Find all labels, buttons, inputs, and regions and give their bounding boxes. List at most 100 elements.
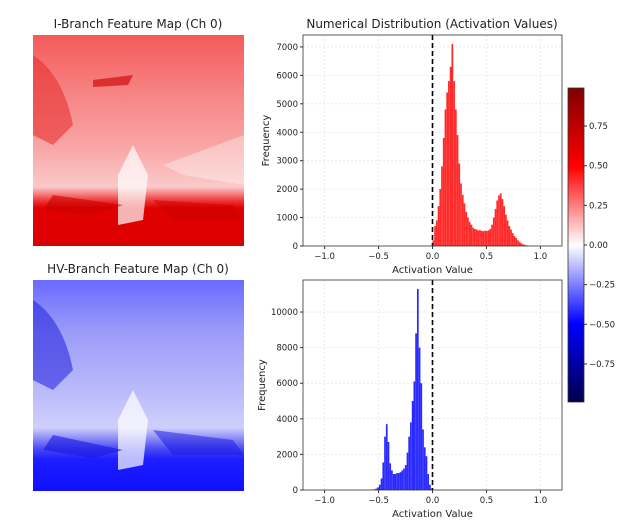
histogram-bar bbox=[484, 230, 487, 246]
histogram-bar bbox=[522, 244, 525, 246]
histogram-bar bbox=[496, 200, 499, 246]
histogram-bar bbox=[506, 220, 509, 246]
histogram-bar bbox=[503, 206, 506, 246]
histogram-bar bbox=[510, 229, 512, 246]
histogram-bar bbox=[472, 227, 474, 246]
y-tick-label: 3000 bbox=[276, 157, 298, 167]
i-branch-feature-map bbox=[33, 35, 244, 246]
histogram-bar bbox=[418, 347, 421, 490]
axes-frame bbox=[302, 279, 563, 491]
x-tick-label: 1.0 bbox=[534, 496, 548, 506]
bottom-histogram: −1.0 −0.5 0.0 0.5 1.0 0 2000 4000 6000 8000 10000 A… bbox=[257, 279, 563, 520]
histogram-bar bbox=[387, 441, 390, 490]
x-tick-label: −1.0 bbox=[314, 252, 335, 262]
histogram-bar bbox=[411, 401, 414, 490]
histogram-bar bbox=[378, 484, 381, 490]
histogram-bar bbox=[479, 230, 481, 246]
histogram-bar bbox=[449, 66, 452, 246]
histogram-bar bbox=[435, 220, 438, 246]
histogram-bar bbox=[437, 206, 440, 246]
histogram-bar bbox=[468, 221, 471, 246]
histogram-bar bbox=[454, 109, 457, 246]
histogram-bar bbox=[444, 109, 447, 246]
histogram-bar bbox=[397, 473, 400, 490]
histogram-bar bbox=[430, 488, 433, 490]
histogram-bar bbox=[410, 422, 412, 490]
histogram-bar bbox=[470, 224, 473, 246]
histogram-bar bbox=[416, 288, 419, 490]
histogram-bar bbox=[456, 135, 459, 246]
histogram-bar bbox=[377, 487, 379, 490]
y-tick-label: 1000 bbox=[276, 214, 298, 224]
y-tick-label: 2000 bbox=[276, 185, 298, 195]
histogram-bar bbox=[501, 199, 504, 246]
x-tick-label: −0.5 bbox=[368, 252, 389, 262]
histogram-bar bbox=[460, 183, 462, 246]
histogram-bar bbox=[489, 228, 492, 246]
histogram-bar bbox=[403, 468, 405, 490]
histogram-bar bbox=[382, 462, 385, 490]
x-axis-label: Activation Value bbox=[392, 509, 473, 520]
y-tick-label: 4000 bbox=[276, 415, 298, 425]
histogram-bar bbox=[480, 230, 483, 246]
y-tick-label: 8000 bbox=[276, 344, 298, 354]
histogram-bar bbox=[473, 228, 476, 246]
top-histogram: −1.0 −0.5 0.0 0.5 1.0 0 1000 2000 3000 4000 5000 60… bbox=[261, 34, 563, 276]
y-tick-label: 6000 bbox=[276, 71, 298, 81]
x-tick-label: 0.0 bbox=[426, 252, 440, 262]
y-tick-label: 4000 bbox=[276, 128, 298, 138]
histogram-bar bbox=[494, 209, 497, 246]
histogram-bar bbox=[491, 224, 493, 246]
histogram-bar bbox=[520, 243, 523, 246]
x-tick-label: 0.5 bbox=[480, 496, 494, 506]
histogram-bar bbox=[487, 230, 490, 246]
histogram-bar bbox=[439, 189, 442, 246]
histogram-bar bbox=[453, 81, 455, 246]
histogram-bar bbox=[499, 193, 502, 246]
histogram-bar bbox=[492, 217, 495, 246]
colorbar-tick-label: −0.75 bbox=[589, 360, 615, 370]
histogram-bar bbox=[380, 478, 383, 490]
i-branch-texture bbox=[33, 55, 244, 225]
histogram-bar bbox=[375, 488, 378, 490]
histogram-bar bbox=[392, 473, 395, 490]
histogram-bar bbox=[515, 238, 518, 246]
histogram-bar bbox=[451, 44, 454, 246]
colorbar-tick-label: 0.00 bbox=[589, 241, 608, 251]
histogram-bar bbox=[420, 383, 423, 490]
histogram-bar bbox=[389, 463, 392, 490]
y-tick-label: 7000 bbox=[276, 43, 298, 53]
histogram-bar bbox=[463, 203, 466, 246]
histogram-bar bbox=[441, 166, 443, 246]
histogram-bar bbox=[404, 465, 407, 490]
x-tick-label: 0.5 bbox=[480, 252, 494, 262]
y-tick-label: 5000 bbox=[276, 100, 298, 110]
colorbar-tick-label: 0.50 bbox=[589, 162, 608, 172]
colorbar-gradient bbox=[567, 87, 585, 403]
x-tick-label: −1.0 bbox=[314, 496, 335, 506]
histogram-bar bbox=[513, 236, 516, 246]
histogram-bar bbox=[432, 240, 435, 246]
histogram-bar bbox=[467, 217, 469, 246]
histogram-bar bbox=[425, 456, 428, 490]
y-tick-label: 0 bbox=[293, 242, 298, 252]
y-axis-label: Frequency bbox=[261, 115, 272, 167]
histogram-bar bbox=[482, 231, 485, 246]
axes-frame bbox=[302, 34, 563, 247]
i-branch-title: I-Branch Feature Map (Ch 0) bbox=[53, 17, 223, 31]
histogram-bar bbox=[508, 226, 511, 246]
histogram-bar bbox=[384, 436, 386, 490]
histogram-bar bbox=[511, 233, 514, 246]
hv-branch-feature-map bbox=[33, 280, 244, 491]
histogram-bar bbox=[423, 447, 426, 490]
histogram-bar bbox=[442, 137, 445, 246]
histogram-bar bbox=[401, 470, 404, 490]
histogram-bar bbox=[391, 470, 393, 490]
histogram-bar bbox=[413, 381, 416, 490]
y-axis-label: Frequency bbox=[257, 359, 268, 411]
colorbar: 0.75 0.50 0.25 0.00 −0.25 −0.50 −0.75 bbox=[567, 87, 615, 403]
histogram-bar bbox=[408, 436, 411, 490]
colorbar-tick-label: −0.25 bbox=[589, 281, 615, 291]
hv-branch-texture bbox=[33, 300, 244, 470]
histogram-bar bbox=[505, 214, 507, 246]
